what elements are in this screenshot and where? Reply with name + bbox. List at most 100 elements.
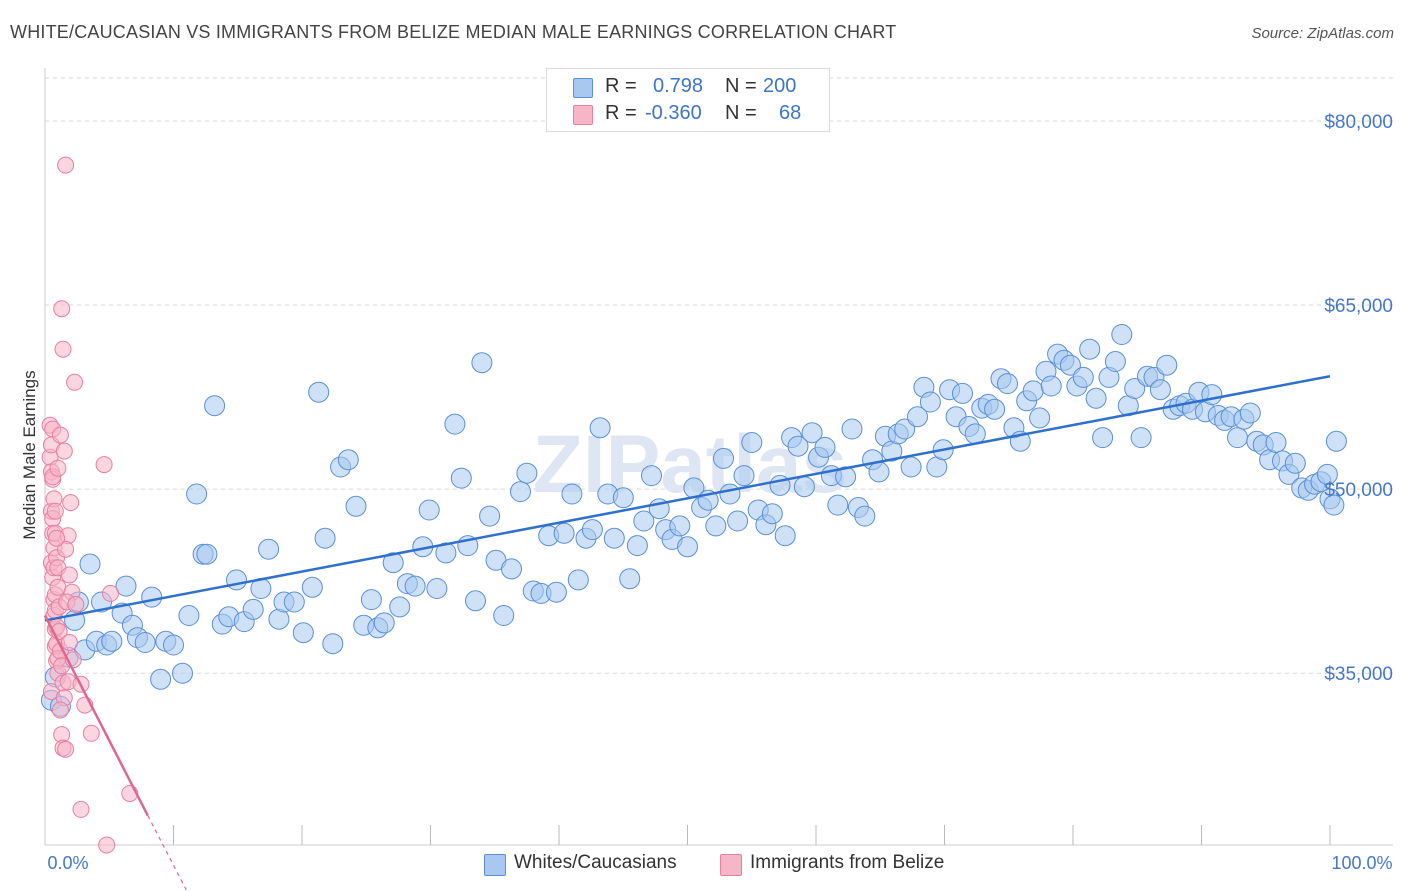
point-whites <box>510 481 531 503</box>
x-tick-label-max: 100.0% <box>1331 853 1392 873</box>
point-whites <box>1316 463 1338 485</box>
point-belize <box>55 442 73 460</box>
point-belize <box>98 836 116 854</box>
point-belize <box>82 724 100 742</box>
point-whites <box>900 456 922 478</box>
point-whites <box>382 552 404 574</box>
point-whites <box>204 395 226 417</box>
point-whites <box>444 413 466 435</box>
point-belize <box>72 800 90 818</box>
point-belize <box>57 156 75 174</box>
point-whites <box>1325 430 1347 452</box>
point-belize <box>53 300 71 318</box>
point-whites <box>322 633 344 655</box>
y-tick-label: $65,000 <box>1324 296 1393 317</box>
point-whites <box>868 461 890 483</box>
legend-swatch-blue <box>484 854 506 876</box>
point-belize <box>67 596 85 613</box>
point-whites <box>793 476 815 498</box>
point-whites <box>612 487 634 509</box>
point-whites <box>163 634 184 656</box>
r-label: R = <box>605 75 637 97</box>
point-whites <box>516 462 538 484</box>
point-belize <box>57 740 75 758</box>
point-whites <box>172 662 193 684</box>
point-belize <box>48 529 66 547</box>
point-whites <box>677 536 698 558</box>
point-whites <box>952 382 973 404</box>
point-whites <box>997 373 1018 395</box>
n-label: N = <box>725 75 757 97</box>
point-whites <box>626 535 648 557</box>
point-whites <box>479 505 501 527</box>
point-whites <box>619 568 641 590</box>
y-tick-label: $80,000 <box>1324 112 1393 133</box>
legend-swatch-pink <box>573 105 593 125</box>
point-whites <box>1227 427 1248 449</box>
point-whites <box>641 465 662 487</box>
grid-lines <box>45 77 1393 674</box>
point-whites <box>242 598 264 620</box>
r-label: R = <box>605 102 637 124</box>
point-belize <box>51 701 69 719</box>
point-whites <box>493 605 515 626</box>
point-belize <box>49 459 67 477</box>
point-whites <box>894 418 916 440</box>
y-tick-labels: $35,000 $50,000 $65,000 $80,000 <box>1324 112 1393 685</box>
point-whites <box>545 581 567 603</box>
point-whites <box>1130 427 1152 449</box>
point-whites <box>1092 427 1114 449</box>
point-whites <box>553 522 575 544</box>
n-label: N = <box>725 102 757 124</box>
point-whites <box>1111 324 1133 345</box>
point-whites <box>814 436 836 458</box>
point-belize <box>95 456 113 474</box>
point-whites <box>258 538 280 560</box>
y-tick-label: $35,000 <box>1324 664 1393 685</box>
point-whites <box>581 519 603 541</box>
point-whites <box>1104 351 1126 372</box>
y-tick-label: $50,000 <box>1324 480 1393 501</box>
point-whites <box>501 558 522 580</box>
point-belize <box>51 426 69 444</box>
y-axis-label: Median Male Earnings <box>20 370 39 539</box>
point-whites <box>787 435 809 457</box>
point-whites <box>360 589 382 611</box>
point-belize <box>49 578 67 596</box>
point-whites <box>561 483 583 505</box>
point-whites <box>404 575 426 597</box>
point-whites <box>79 553 101 575</box>
point-belize <box>54 340 72 358</box>
legend-label: Immigrants from Belize <box>750 852 945 873</box>
point-whites <box>801 422 823 444</box>
point-whites <box>1239 402 1261 424</box>
point-whites <box>115 575 137 597</box>
point-whites <box>567 569 589 591</box>
point-whites <box>713 447 734 469</box>
point-whites <box>1265 432 1287 453</box>
point-whites <box>186 483 208 505</box>
point-whites <box>101 630 123 652</box>
point-whites <box>450 467 472 489</box>
point-whites <box>633 510 655 532</box>
r-value: 0.798 <box>653 75 704 97</box>
x-tick-label-min: 0.0% <box>47 853 88 873</box>
series-whites-points <box>40 324 1347 717</box>
point-whites <box>1079 338 1101 360</box>
point-whites <box>705 515 727 537</box>
point-whites <box>426 578 448 599</box>
point-whites <box>471 352 493 374</box>
point-whites <box>669 515 691 537</box>
point-whites <box>1156 354 1178 376</box>
point-belize <box>62 494 80 512</box>
point-whites <box>1124 378 1146 399</box>
point-whites <box>465 590 486 612</box>
point-whites <box>1284 452 1306 474</box>
point-whites <box>283 591 305 613</box>
point-whites <box>308 381 330 403</box>
point-whites <box>774 525 796 547</box>
legend-label: Whites/Caucasians <box>514 852 677 873</box>
trend-lines <box>43 374 1331 891</box>
point-belize <box>60 566 78 584</box>
